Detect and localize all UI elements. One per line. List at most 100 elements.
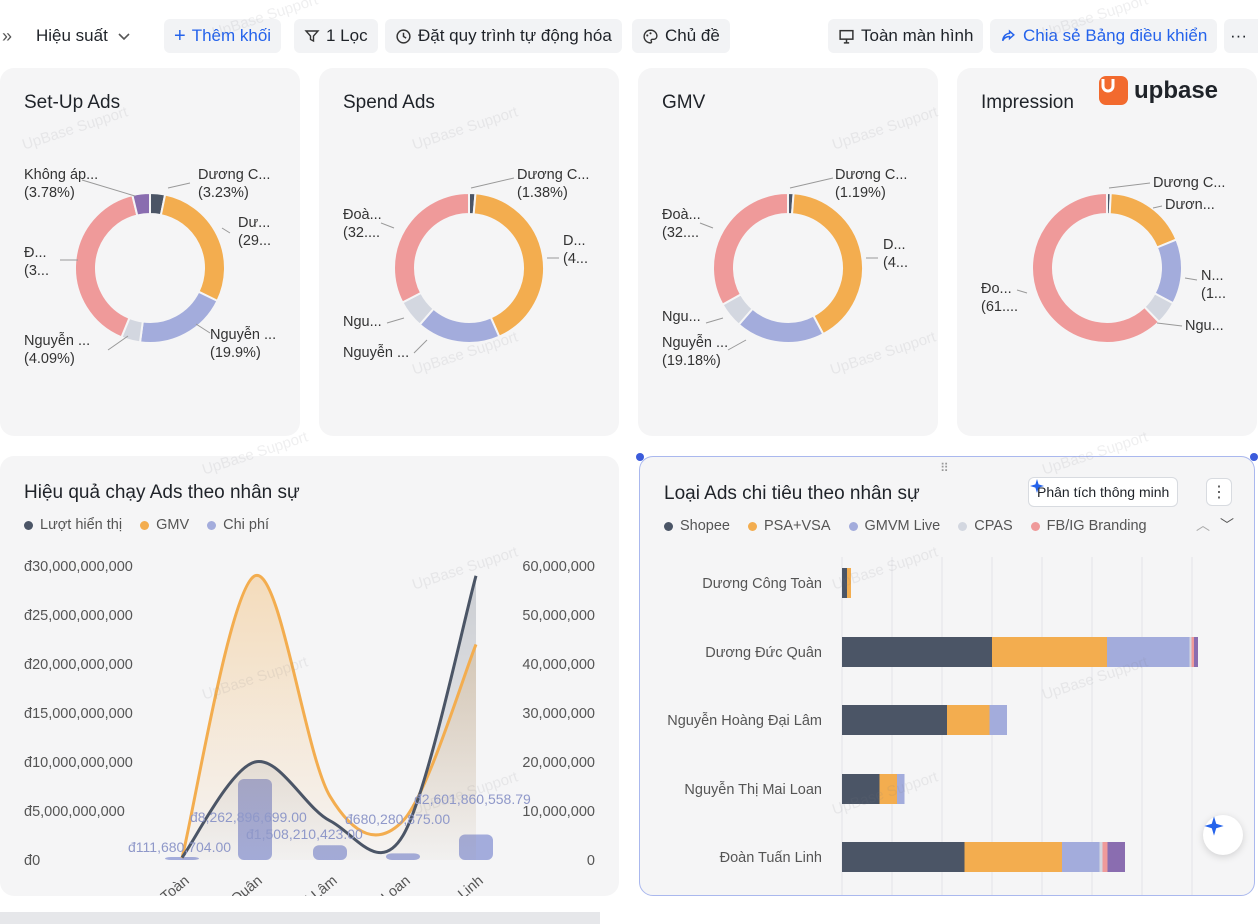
legend-label: GMV <box>156 517 190 533</box>
stacked-bar-card[interactable]: ⠿ Loại Ads chi tiêu theo nhân sự Phân tí… <box>639 456 1255 896</box>
legend-item[interactable]: GMV <box>140 517 189 533</box>
bar-segment[interactable] <box>1099 842 1103 872</box>
add-block-button[interactable]: + Thêm khối <box>164 19 282 53</box>
bar-segment[interactable] <box>842 568 847 598</box>
pie-label: D... (4... <box>883 237 908 271</box>
chevron-down-icon <box>118 33 130 41</box>
fullscreen-label: Toàn màn hình <box>861 26 974 45</box>
legend-scroll-up-icon[interactable]: ︿ <box>1196 517 1210 533</box>
pie-label: Dư... (29... <box>238 215 272 249</box>
donut-chart <box>60 179 231 351</box>
bar-segment[interactable] <box>897 774 905 804</box>
legend-item[interactable]: PSA+VSA <box>748 518 831 534</box>
bar-segment[interactable] <box>1062 842 1100 872</box>
cost-data-label: đ8,262,896,699.00 <box>190 809 307 825</box>
donut-slice[interactable] <box>1153 238 1183 305</box>
bar-segment[interactable] <box>1189 637 1192 667</box>
automation-button[interactable]: Đặt quy trình tự động hóa <box>385 19 622 53</box>
y-axis-tick-left: đ25,000,000,000 <box>24 608 133 624</box>
bar-segment[interactable] <box>842 637 992 667</box>
donut-slice[interactable] <box>393 191 470 304</box>
pie-card-spend-ads: Spend Ads Dương C... (1.38%) D... (4... Đo… <box>319 68 619 436</box>
bar-segment[interactable] <box>842 842 965 872</box>
horizontal-scrollbar[interactable] <box>0 912 600 924</box>
legend-scroll-down-icon[interactable]: ﹀ <box>1220 517 1234 533</box>
legend-label: CPAS <box>974 518 1013 534</box>
theme-label: Chủ đề <box>665 26 720 45</box>
bar-segment[interactable] <box>947 705 990 735</box>
bar-segment[interactable] <box>1107 842 1126 872</box>
pie-card-gmv: GMV Dương C... (1.19%) D... (4... Đoà... (3… <box>638 68 938 436</box>
bar-category-label: Dương Công Toàn <box>702 576 822 592</box>
donut-slice[interactable] <box>74 193 139 339</box>
share-icon <box>1001 29 1015 41</box>
selection-handle[interactable] <box>636 453 644 461</box>
card-title: Spend Ads <box>343 92 435 113</box>
bar-segment[interactable] <box>1107 637 1190 667</box>
legend-dot <box>207 520 217 530</box>
legend-item[interactable]: FB/IG Branding <box>1030 518 1147 534</box>
chart-legend: Shopee PSA+VSA GMVM Live CPAS FB/IG Bran… <box>664 518 1147 534</box>
expand-sidebar-icon[interactable]: » <box>2 25 13 46</box>
bar-segment[interactable] <box>992 637 1107 667</box>
donut-slice[interactable] <box>159 193 226 303</box>
bar-segment[interactable] <box>847 568 851 598</box>
y-axis-tick-left: đ5,000,000,000 <box>24 804 125 820</box>
y-axis-tick-left: đ10,000,000,000 <box>24 755 133 771</box>
more-options-button[interactable]: ··· <box>1224 19 1258 53</box>
card-menu-button[interactable]: ⋮ <box>1206 478 1232 506</box>
donut-slice[interactable] <box>1031 191 1161 344</box>
bar-segment[interactable] <box>879 774 898 804</box>
donut-slice[interactable] <box>737 307 825 344</box>
bar-segment[interactable] <box>842 705 947 735</box>
impression-line[interactable] <box>180 575 478 859</box>
donut-slice[interactable] <box>131 191 151 217</box>
legend-item[interactable]: GMVM Live <box>848 518 940 534</box>
share-dashboard-button[interactable]: Chia sẻ Bảng điều khiển <box>990 19 1218 53</box>
filter-button[interactable]: 1 Lọc <box>294 19 378 53</box>
legend-dot <box>958 521 968 531</box>
y-axis-tick-right: 30,000,000 <box>522 706 595 722</box>
selection-handle[interactable] <box>1250 453 1258 461</box>
x-axis-label: g Toàn <box>149 873 192 896</box>
bar-segment[interactable] <box>1191 637 1195 667</box>
fullscreen-button[interactable]: Toàn màn hình <box>828 19 984 53</box>
donut-slice[interactable] <box>790 192 864 336</box>
drag-handle-icon[interactable]: ⠿ <box>940 461 950 475</box>
bar-category-label: Đoàn Tuấn Linh <box>720 850 822 866</box>
pie-label: Dương C... (3.23%) <box>198 167 271 201</box>
plus-icon: + <box>174 24 186 47</box>
view-selector[interactable]: Hiệu suất <box>36 19 132 53</box>
bar-segment[interactable] <box>1194 637 1198 667</box>
pie-label: Đ... (3... <box>24 245 49 279</box>
legend-item[interactable]: CPAS <box>958 518 1013 534</box>
ai-assistant-button[interactable] <box>1203 815 1243 855</box>
pie-card-setup-ads: Set-Up Ads Không áp... (3.78%) Dương C...… <box>0 68 300 436</box>
donut-slice[interactable] <box>472 192 545 338</box>
donut-chart <box>380 177 559 354</box>
pie-label: Dương C... (1.19%) <box>835 167 908 201</box>
sparkle-icon <box>1030 479 1044 493</box>
bar-segment[interactable] <box>989 705 1008 735</box>
view-name: Hiệu suất <box>36 26 108 45</box>
cost-data-label: đ2,601,860,558.79 <box>414 791 531 807</box>
bar-segment[interactable] <box>964 842 1063 872</box>
bar-segment[interactable] <box>1102 842 1108 872</box>
y-axis-tick-right: 20,000,000 <box>522 755 595 771</box>
bar-segment[interactable] <box>842 774 880 804</box>
pie-label: Ngu... <box>662 309 701 325</box>
legend-item[interactable]: Lượt hiển thị <box>24 517 122 533</box>
legend-item[interactable]: Chi phí <box>207 517 269 533</box>
theme-button[interactable]: Chủ đề <box>632 19 730 53</box>
pie-label: Dương C... <box>1153 175 1226 191</box>
y-axis-tick-left: đ15,000,000,000 <box>24 706 133 722</box>
donut-slice[interactable] <box>712 191 789 306</box>
donut-slice[interactable] <box>138 290 219 344</box>
legend-label: Chi phí <box>223 517 270 533</box>
legend-dot <box>24 520 33 530</box>
legend-label: Shopee <box>680 518 730 534</box>
donut-slice[interactable] <box>418 307 501 344</box>
smart-analysis-button[interactable]: Phân tích thông minh <box>1028 477 1179 507</box>
legend-item[interactable]: Shopee <box>664 518 730 534</box>
pie-label: D... (4... <box>563 233 588 267</box>
